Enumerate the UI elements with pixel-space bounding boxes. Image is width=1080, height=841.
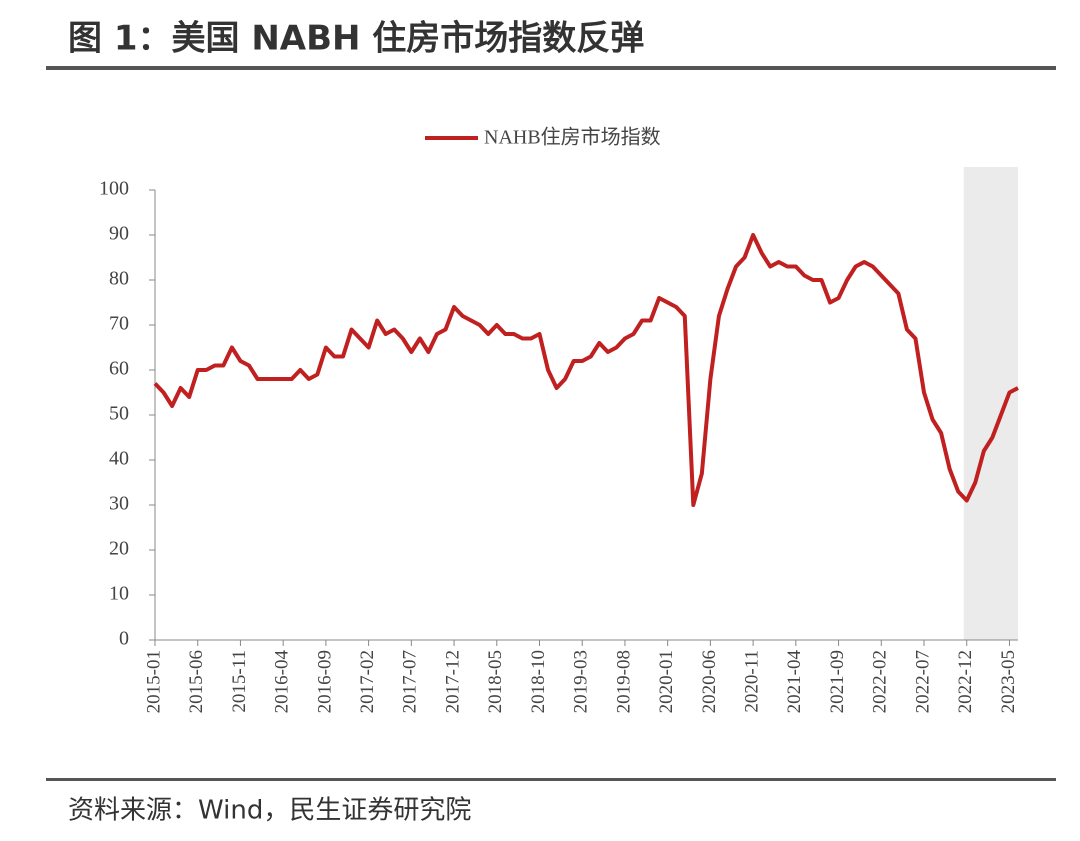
y-tick-label: 20 bbox=[109, 538, 129, 560]
x-tick-label: 2018-05 bbox=[485, 650, 506, 713]
data-line bbox=[153, 233, 1019, 507]
x-tick-label: 2019-03 bbox=[571, 650, 592, 713]
y-tick-label: 30 bbox=[109, 493, 129, 515]
x-tick-label: 2021-04 bbox=[784, 650, 805, 714]
x-tick-label: 2017-07 bbox=[400, 650, 421, 713]
source-note: 资料来源：Wind，民生证券研究院 bbox=[68, 796, 471, 826]
page-title: 图 1：美国 NABH 住房市场指数反弹 bbox=[68, 19, 644, 59]
x-tick-label: 2015-11 bbox=[229, 650, 250, 713]
x-tick-label: 2023-05 bbox=[998, 650, 1019, 713]
x-tick-label: 2016-04 bbox=[272, 650, 293, 714]
y-tick-label: 60 bbox=[109, 358, 129, 380]
x-tick-label: 2022-02 bbox=[870, 650, 891, 713]
x-tick-label: 2022-07 bbox=[912, 650, 933, 713]
y-tick-label: 10 bbox=[109, 583, 129, 605]
x-tick-label: 2017-12 bbox=[442, 650, 463, 713]
x-tick-label: 2015-01 bbox=[143, 650, 164, 713]
x-tick-label: 2022-12 bbox=[955, 650, 976, 713]
x-tick-label: 2018-10 bbox=[528, 650, 549, 713]
highlight-region bbox=[963, 167, 1018, 640]
x-tick-label: 2019-08 bbox=[613, 650, 634, 713]
x-tick-label: 2017-02 bbox=[357, 650, 378, 713]
x-tick-label: 2016-09 bbox=[314, 650, 335, 713]
y-tick-label: 40 bbox=[109, 448, 129, 470]
y-tick-label: 50 bbox=[109, 403, 129, 425]
x-tick-label: 2020-01 bbox=[656, 650, 677, 713]
y-tick-label: 0 bbox=[119, 628, 129, 650]
x-tick-label: 2020-06 bbox=[699, 650, 720, 713]
y-tick-label: 100 bbox=[99, 178, 129, 200]
y-tick-label: 80 bbox=[109, 268, 129, 290]
x-tick-label: 2020-11 bbox=[741, 650, 762, 713]
source-rule bbox=[46, 778, 1056, 781]
legend-label: NAHB住房市场指数 bbox=[484, 126, 661, 149]
y-tick-label: 70 bbox=[109, 313, 129, 335]
x-tick-label: 2021-09 bbox=[827, 650, 848, 713]
title-rule bbox=[46, 66, 1056, 70]
x-tick-label: 2015-06 bbox=[186, 650, 207, 713]
y-tick-label: 90 bbox=[109, 223, 129, 245]
